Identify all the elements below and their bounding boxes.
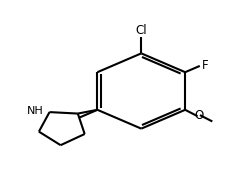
Text: Cl: Cl <box>135 24 147 37</box>
Text: O: O <box>194 109 203 122</box>
Text: F: F <box>202 59 208 72</box>
Text: NH: NH <box>27 106 43 116</box>
